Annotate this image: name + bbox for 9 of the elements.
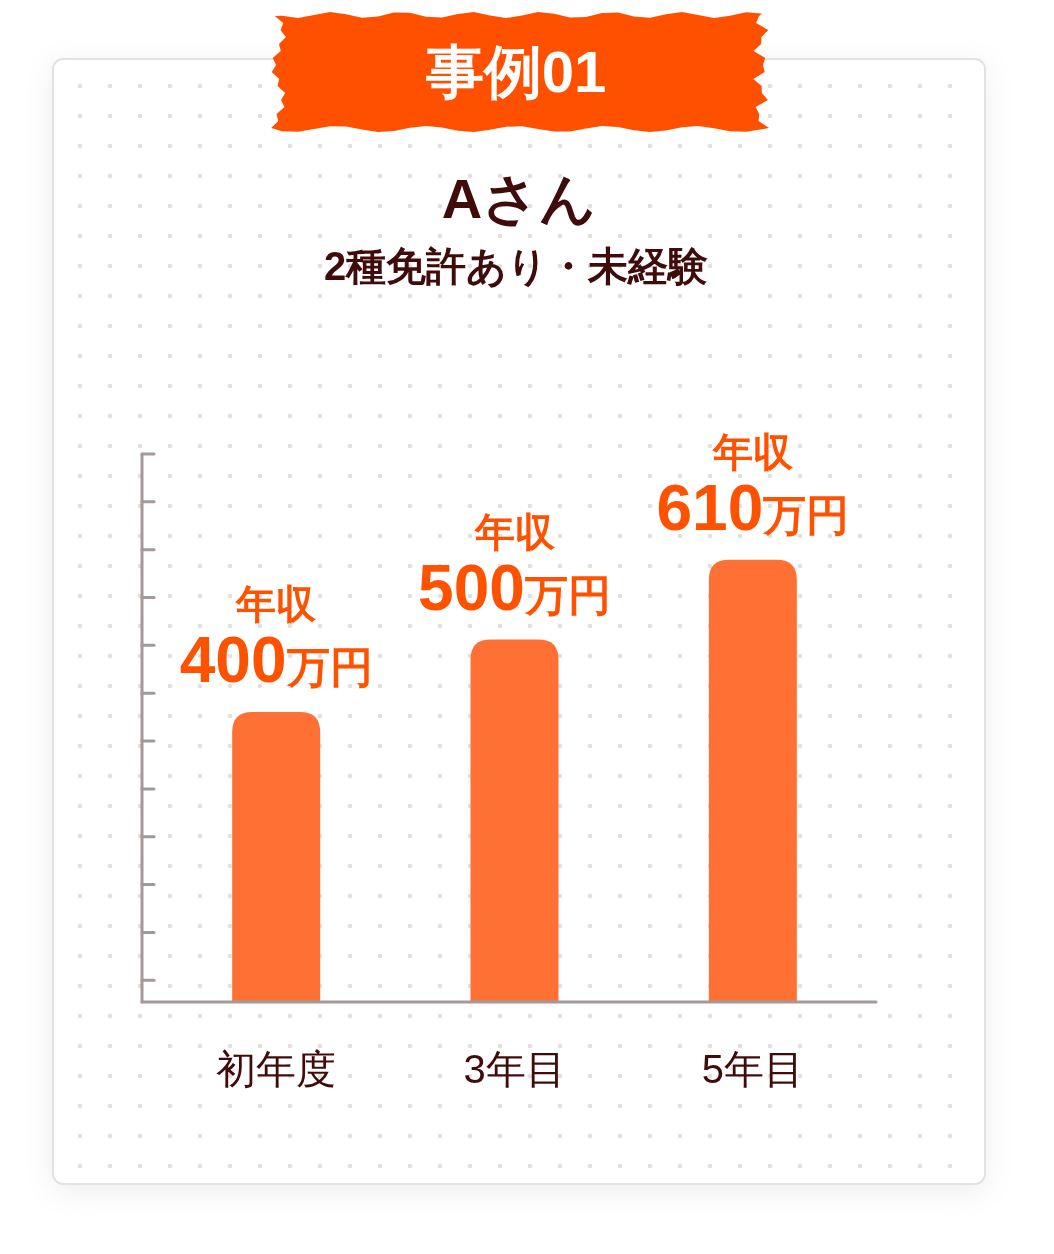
data-label: 年収 500万円 <box>418 509 611 624</box>
data-label: 年収 400万円 <box>179 582 373 697</box>
x-tick-label: 3年目 <box>463 1047 566 1091</box>
annotation: 事例01 <box>425 39 607 104</box>
x-tick-label: 5年目 <box>701 1047 804 1091</box>
data-label: 年収 610万円 <box>656 429 850 544</box>
chart-subtitle: 2種免許あり・未経験 <box>323 244 709 288</box>
chart-title: Aさん <box>441 167 597 230</box>
x-tick-label: 初年度 <box>216 1047 337 1091</box>
